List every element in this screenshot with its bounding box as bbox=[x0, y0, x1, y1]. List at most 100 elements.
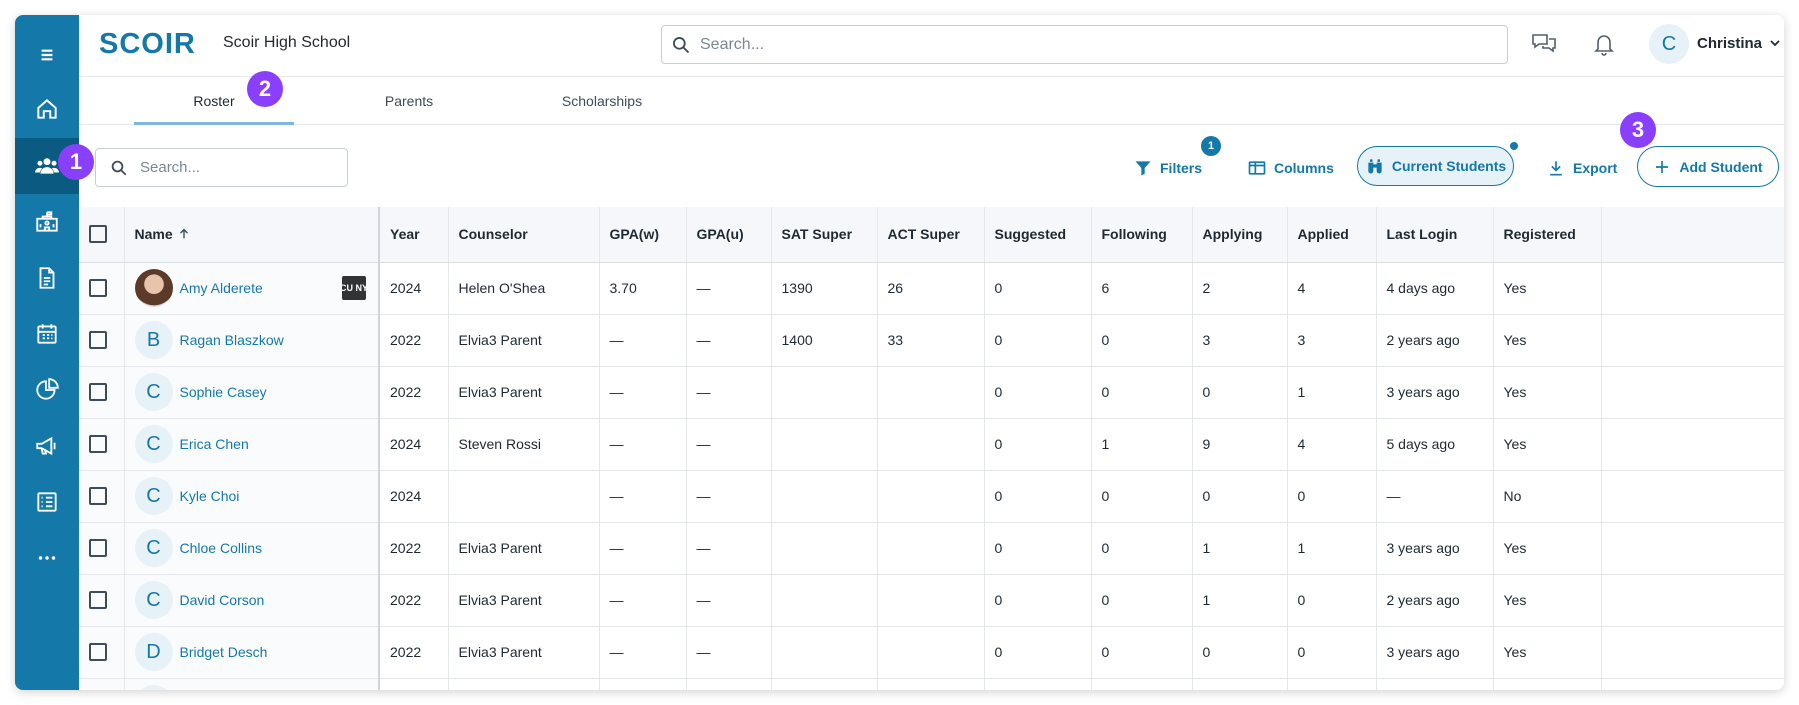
table-row[interactable]: D bbox=[79, 678, 1784, 690]
row-checkbox[interactable] bbox=[89, 539, 107, 558]
row-checkbox[interactable] bbox=[89, 643, 107, 662]
current-students-button[interactable]: Current Students bbox=[1357, 146, 1514, 186]
student-name-link[interactable]: Erica Chen bbox=[179, 436, 249, 452]
home-icon[interactable] bbox=[15, 81, 79, 137]
row-select-cell bbox=[79, 522, 125, 575]
add-student-button[interactable]: Add Student bbox=[1637, 146, 1779, 187]
col-following[interactable]: Following bbox=[1091, 207, 1193, 263]
last-login-cell: 3 years ago bbox=[1376, 366, 1494, 419]
col-registered[interactable]: Registered bbox=[1493, 207, 1602, 263]
filters-button[interactable]: Filters bbox=[1133, 150, 1202, 186]
user-name[interactable]: Christina bbox=[1697, 35, 1763, 52]
global-search[interactable] bbox=[661, 25, 1508, 64]
binoculars-icon bbox=[1368, 159, 1382, 174]
row-checkbox[interactable] bbox=[89, 383, 107, 402]
bell-icon[interactable] bbox=[1589, 29, 1619, 59]
select-all-checkbox[interactable] bbox=[89, 225, 107, 244]
messages-icon[interactable] bbox=[1529, 29, 1559, 59]
col-sat-super[interactable]: SAT Super bbox=[771, 207, 878, 263]
roster-search-input[interactable] bbox=[140, 149, 340, 186]
col-applying[interactable]: Applying bbox=[1192, 207, 1288, 263]
more-icon[interactable] bbox=[15, 530, 79, 586]
table-row[interactable]: C Kyle Choi 2024 — — 0 0 0 0 — No bbox=[79, 470, 1784, 523]
applied-cell: 0 bbox=[1287, 470, 1377, 523]
name-cell: C Erica Chen bbox=[124, 418, 380, 471]
table-row[interactable]: C David Corson 2022 Elvia3 Parent — — 0 0… bbox=[79, 574, 1784, 627]
last-login-cell: 2 years ago bbox=[1376, 574, 1494, 627]
gpa-w-cell: — bbox=[599, 366, 687, 419]
act-cell bbox=[877, 574, 985, 627]
name-cell: C Chloe Collins bbox=[124, 522, 380, 575]
student-name-link[interactable]: Sophie Casey bbox=[179, 384, 267, 400]
row-checkbox[interactable] bbox=[89, 591, 107, 610]
table-row[interactable]: C Sophie Casey 2022 Elvia3 Parent — — 0 0… bbox=[79, 366, 1784, 419]
gpa-u-cell: — bbox=[686, 626, 772, 679]
counselor-cell: Steven Rossi bbox=[448, 418, 600, 471]
columns-icon bbox=[1248, 161, 1266, 175]
student-name-link[interactable]: Chloe Collins bbox=[179, 540, 262, 556]
spacer-cell bbox=[1601, 314, 1784, 367]
columns-button[interactable]: Columns bbox=[1247, 150, 1334, 186]
school-icon[interactable] bbox=[15, 194, 79, 250]
student-name-link[interactable]: Ragan Blaszkow bbox=[179, 332, 284, 348]
callout-3: 3 bbox=[1620, 112, 1656, 148]
analytics-icon[interactable] bbox=[15, 362, 79, 418]
row-checkbox[interactable] bbox=[89, 279, 107, 298]
suggested-cell: 0 bbox=[984, 366, 1092, 419]
chevron-down-icon[interactable] bbox=[1767, 35, 1783, 51]
document-icon[interactable] bbox=[15, 250, 79, 306]
act-cell bbox=[877, 626, 985, 679]
registered-cell: Yes bbox=[1493, 262, 1602, 315]
act-cell: 33 bbox=[877, 314, 985, 367]
student-name-link[interactable]: Amy Alderete bbox=[179, 280, 263, 296]
row-checkbox[interactable] bbox=[89, 331, 107, 350]
col-act-super[interactable]: ACT Super bbox=[877, 207, 985, 263]
counselor-cell bbox=[448, 470, 600, 523]
checklist-icon[interactable] bbox=[15, 474, 79, 530]
roster-search[interactable] bbox=[95, 148, 348, 187]
row-select-cell bbox=[79, 262, 125, 315]
name-cell: C Sophie Casey bbox=[124, 366, 380, 419]
student-name-link[interactable]: Bridget Desch bbox=[179, 644, 268, 660]
applied-cell: 0 bbox=[1287, 574, 1377, 627]
col-counselor[interactable]: Counselor bbox=[448, 207, 600, 263]
student-name-link[interactable]: Kyle Choi bbox=[179, 488, 240, 504]
following-cell: 0 bbox=[1091, 314, 1193, 367]
tab-parents[interactable]: Parents bbox=[384, 93, 434, 109]
calendar-icon[interactable] bbox=[15, 306, 79, 362]
col-year[interactable]: Year bbox=[379, 207, 449, 263]
col-gpa-w[interactable]: GPA(w) bbox=[599, 207, 687, 263]
tab-roster[interactable]: Roster bbox=[193, 93, 235, 109]
table-row[interactable]: Amy Alderete CU NY 2024 Helen O'Shea 3.70… bbox=[79, 262, 1784, 315]
col-suggested[interactable]: Suggested bbox=[984, 207, 1092, 263]
student-name-link[interactable]: David Corson bbox=[179, 592, 265, 608]
suggested-cell: 0 bbox=[984, 314, 1092, 367]
global-search-input[interactable] bbox=[700, 26, 1490, 63]
table-row[interactable]: C Chloe Collins 2022 Elvia3 Parent — — 0 … bbox=[79, 522, 1784, 575]
user-avatar[interactable]: C bbox=[1649, 24, 1689, 64]
applying-cell: 2 bbox=[1192, 262, 1288, 315]
megaphone-icon[interactable] bbox=[15, 418, 79, 474]
row-checkbox[interactable] bbox=[89, 435, 107, 454]
counselor-cell bbox=[448, 678, 600, 690]
table-row[interactable]: D Bridget Desch 2022 Elvia3 Parent — — 0 … bbox=[79, 626, 1784, 679]
scoir-logo[interactable]: SCOIR bbox=[99, 28, 201, 58]
col-gpa-u[interactable]: GPA(u) bbox=[686, 207, 772, 263]
table-row[interactable]: B Ragan Blaszkow 2022 Elvia3 Parent — — 1… bbox=[79, 314, 1784, 367]
row-checkbox[interactable] bbox=[89, 487, 107, 506]
following-cell: 0 bbox=[1091, 574, 1193, 627]
tab-scholarships[interactable]: Scholarships bbox=[561, 93, 643, 109]
col-last-login[interactable]: Last Login bbox=[1376, 207, 1494, 263]
export-button[interactable]: Export bbox=[1546, 150, 1617, 186]
sidebar bbox=[15, 15, 79, 690]
year-cell: 2022 bbox=[379, 522, 449, 575]
col-applied[interactable]: Applied bbox=[1287, 207, 1377, 263]
menu-icon[interactable] bbox=[15, 27, 79, 83]
sort-ascending-icon[interactable] bbox=[177, 227, 191, 241]
sat-cell bbox=[771, 574, 878, 627]
name-cell: C David Corson bbox=[124, 574, 380, 627]
select-all-cell bbox=[79, 207, 125, 263]
act-cell bbox=[877, 522, 985, 575]
table-row[interactable]: C Erica Chen 2024 Steven Rossi — — 0 1 9 … bbox=[79, 418, 1784, 471]
col-name[interactable]: Name bbox=[124, 207, 380, 263]
